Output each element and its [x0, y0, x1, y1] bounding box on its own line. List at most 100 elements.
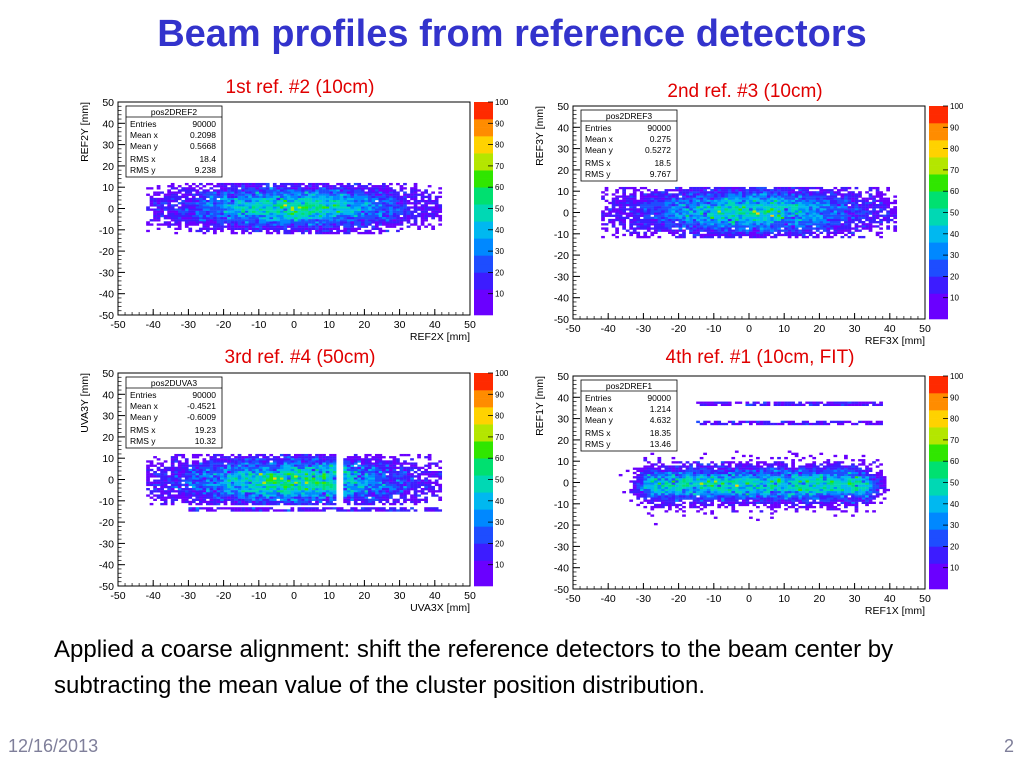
- histogram-cell: [427, 197, 432, 201]
- histogram-cell: [146, 470, 150, 474]
- histogram-cell: [216, 496, 221, 499]
- histogram-cell: [146, 208, 150, 211]
- histogram-cell: [727, 231, 732, 234]
- histogram-cell: [202, 458, 207, 461]
- histogram-cell: [195, 199, 200, 203]
- histogram-cell: [195, 206, 200, 209]
- histogram-cell: [177, 488, 182, 491]
- histogram-cell: [265, 475, 270, 478]
- histogram-cell: [191, 193, 196, 196]
- histogram-cell: [220, 500, 224, 504]
- histogram-cell: [198, 204, 203, 207]
- histogram-cell: [202, 210, 207, 213]
- histogram-cell: [604, 199, 609, 203]
- histogram-cell: [629, 186, 634, 190]
- histogram-cell: [195, 477, 200, 480]
- histogram-cell: [163, 221, 168, 224]
- histogram-cell: [875, 216, 880, 220]
- histogram-cell: [770, 199, 774, 203]
- histogram-cell: [195, 485, 200, 489]
- histogram-cell: [318, 182, 323, 186]
- histogram-cell: [364, 210, 369, 213]
- histogram-cell: [322, 187, 326, 190]
- histogram-cell: [251, 217, 256, 220]
- histogram-cell: [170, 219, 175, 222]
- y-tick-label: -50: [99, 310, 114, 322]
- histogram-cell: [770, 218, 774, 222]
- histogram-cell: [290, 199, 295, 203]
- histogram-cell: [248, 477, 252, 480]
- histogram-cell: [265, 217, 270, 220]
- histogram-cell: [611, 203, 616, 207]
- histogram-cell: [780, 189, 785, 192]
- histogram-cell: [286, 462, 291, 465]
- histogram-cell: [399, 219, 404, 222]
- histogram-cell: [191, 208, 196, 211]
- histogram-cell: [262, 498, 267, 501]
- histogram-cell: [213, 458, 217, 461]
- histogram-cell: [209, 462, 214, 465]
- histogram-cell: [858, 212, 862, 215]
- histogram-cell: [357, 490, 362, 493]
- histogram-cell: [290, 202, 295, 205]
- histogram-cell: [738, 193, 743, 196]
- histogram-cell: [749, 231, 753, 234]
- histogram-cell: [615, 189, 619, 192]
- histogram-cell: [784, 186, 788, 190]
- histogram-cell: [286, 456, 291, 459]
- histogram-cell: [643, 214, 648, 217]
- histogram-cell: [322, 494, 326, 497]
- heatmap-cells: [146, 182, 443, 235]
- histogram-cell: [177, 475, 182, 478]
- histogram-cell: [360, 458, 365, 461]
- histogram-cell: [756, 193, 760, 196]
- histogram-cell: [265, 193, 270, 196]
- histogram-cell: [174, 219, 179, 222]
- histogram-cell: [220, 462, 224, 465]
- histogram-cell: [258, 458, 263, 461]
- histogram-cell: [290, 466, 295, 470]
- histogram-cell: [364, 204, 369, 207]
- histogram-cell: [872, 208, 876, 211]
- histogram-cell: [202, 481, 207, 484]
- histogram-cell: [427, 223, 432, 226]
- histogram-cell: [350, 208, 355, 211]
- histogram-cell: [615, 212, 619, 215]
- histogram-cell: [798, 210, 802, 213]
- histogram-cell: [671, 212, 676, 215]
- histogram-cell: [791, 221, 795, 224]
- histogram-cell: [332, 494, 337, 497]
- histogram-cell: [378, 185, 383, 188]
- histogram-cell: [875, 214, 880, 217]
- histogram-cell: [255, 210, 259, 213]
- histogram-cell: [727, 218, 732, 222]
- histogram-cell: [434, 214, 439, 218]
- histogram-cell: [167, 210, 171, 213]
- histogram-cell: [636, 212, 641, 215]
- histogram-cell: [367, 473, 372, 476]
- histogram-cell: [174, 475, 179, 478]
- histogram-cell: [413, 191, 418, 194]
- histogram-cell: [787, 212, 792, 215]
- histogram-cell: [632, 214, 637, 217]
- histogram-cell: [689, 201, 693, 205]
- histogram-cell: [244, 193, 249, 196]
- histogram-cell: [346, 187, 351, 190]
- histogram-cell: [632, 197, 637, 200]
- histogram-cell: [272, 199, 277, 203]
- histogram-cell: [297, 189, 302, 192]
- histogram-cell: [413, 488, 418, 491]
- histogram-cell: [815, 193, 820, 196]
- histogram-cell: [650, 233, 655, 237]
- histogram-cell: [770, 203, 774, 207]
- histogram-cell: [773, 218, 778, 222]
- histogram-cell: [646, 221, 651, 224]
- histogram-cell: [206, 214, 210, 218]
- histogram-cell: [879, 195, 883, 198]
- histogram-cell: [336, 221, 340, 224]
- histogram-cell: [294, 223, 298, 226]
- histogram-cell: [262, 214, 267, 218]
- histogram-cell: [371, 500, 376, 504]
- histogram-cell: [759, 206, 764, 209]
- histogram-cell: [318, 217, 323, 220]
